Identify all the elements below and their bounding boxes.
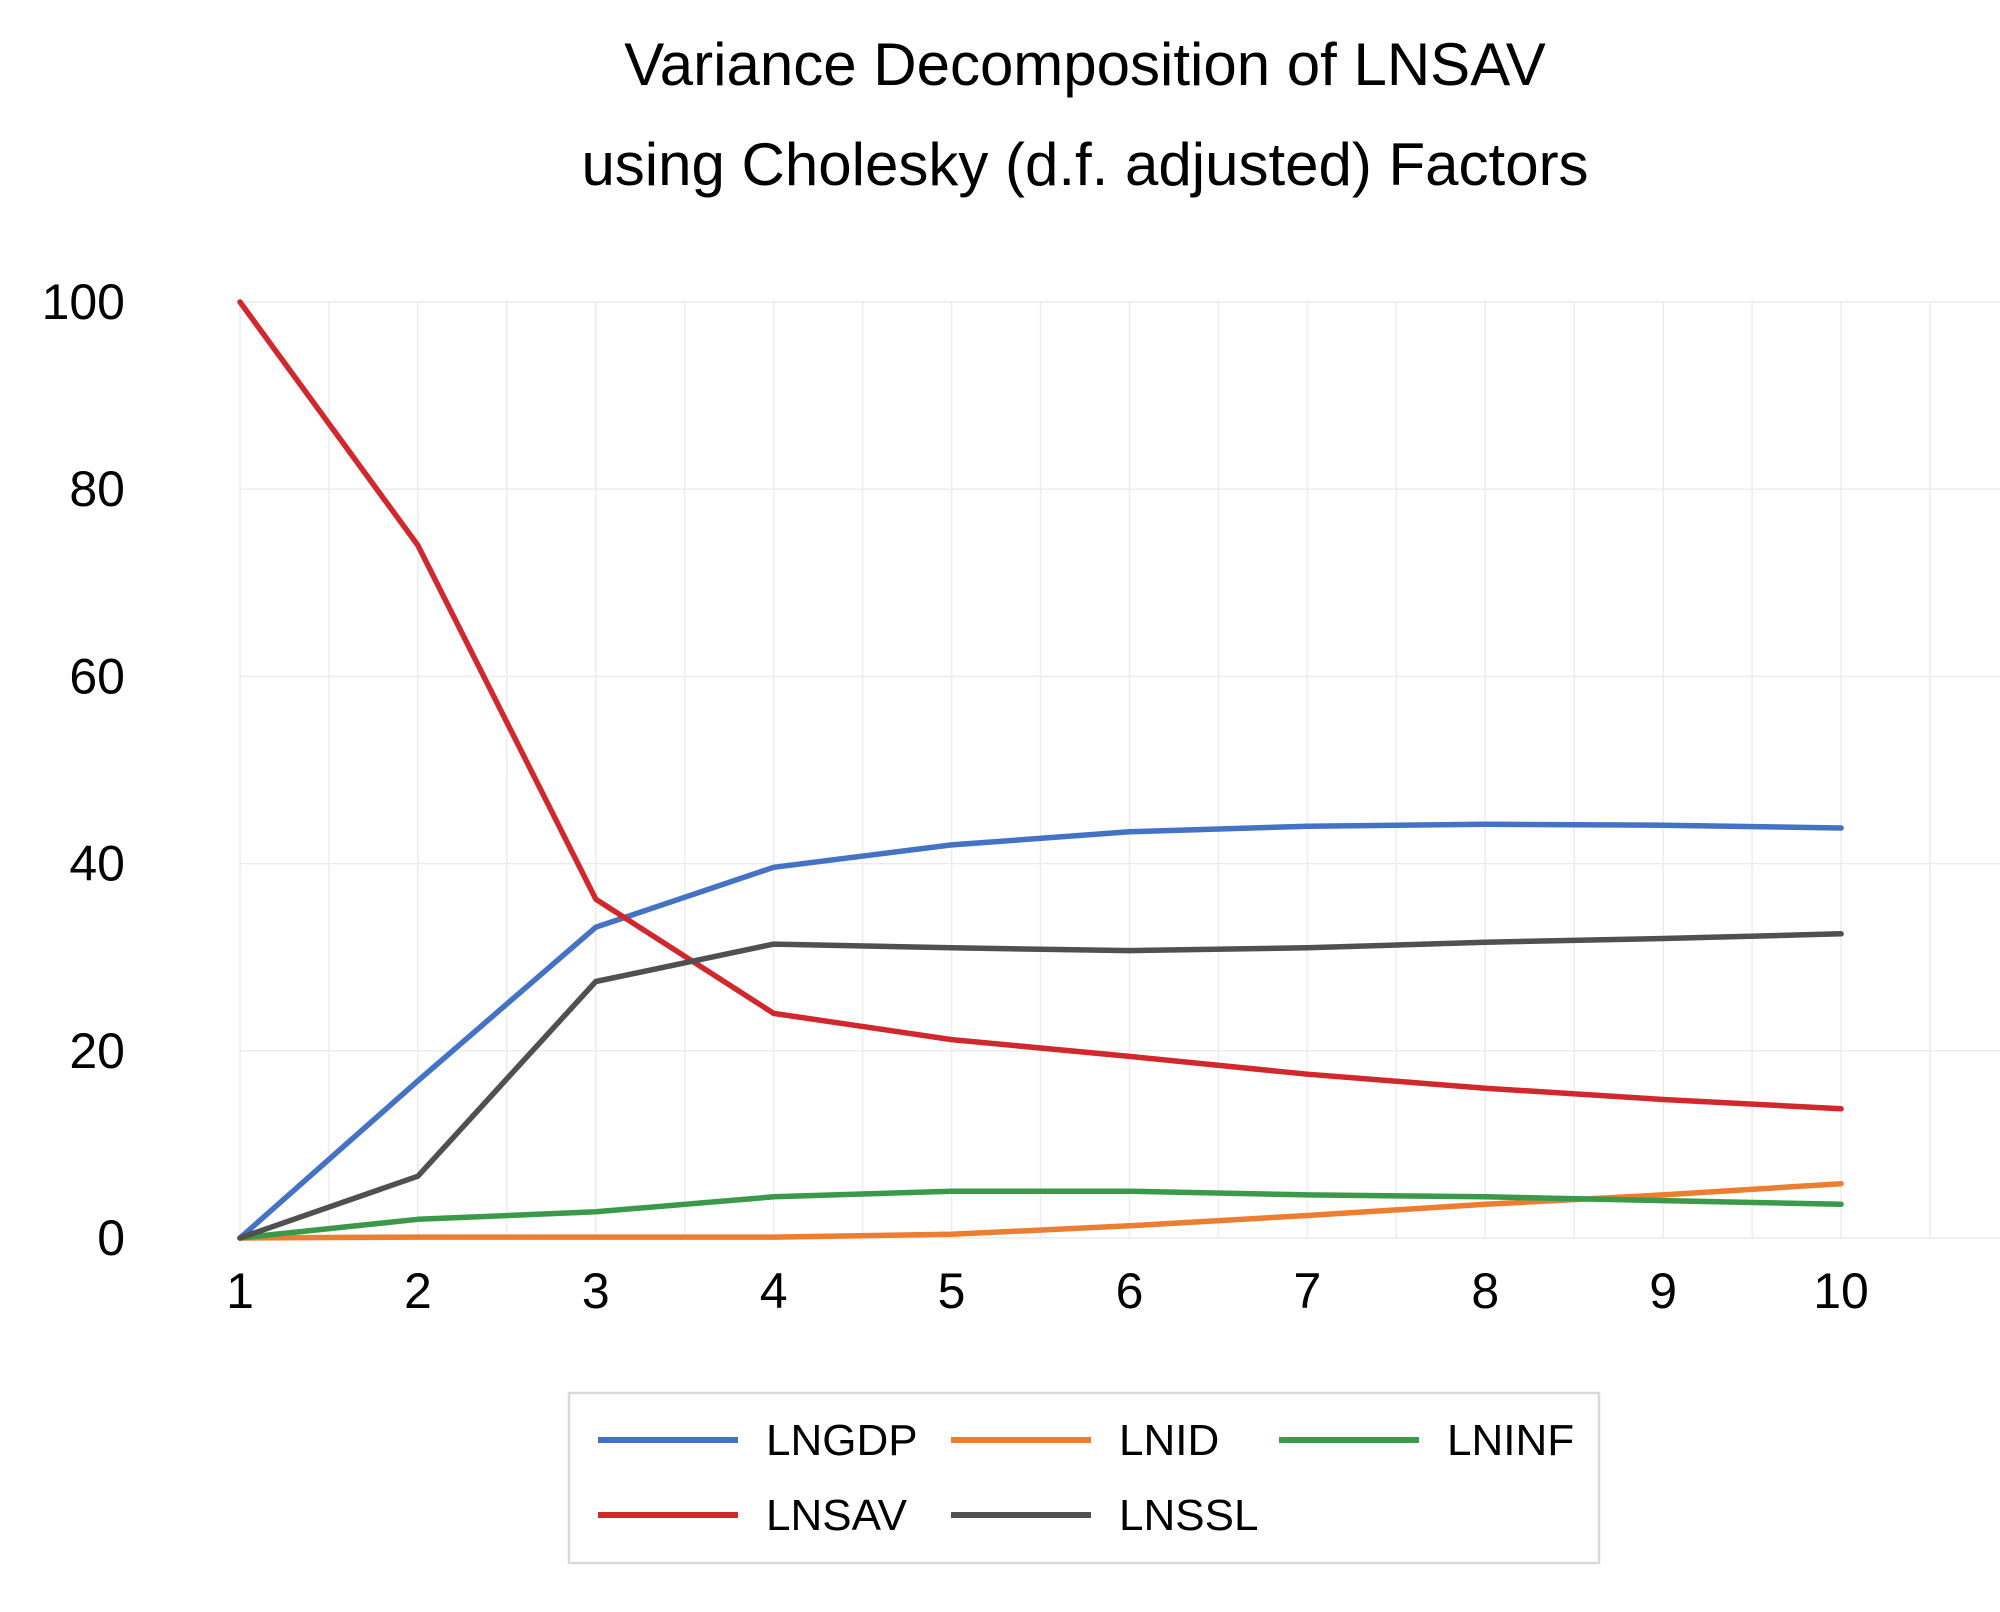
x-tick-label: 5: [938, 1263, 966, 1319]
legend-label-lnid: LNID: [1119, 1416, 1219, 1465]
plot-area: 0 20 40 60 80 100 1 2 3 4 5 6 7 8 9 10: [42, 274, 2000, 1319]
legend-label-lnssl: LNSSL: [1119, 1491, 1258, 1540]
legend-label-lninf: LNINF: [1447, 1416, 1574, 1465]
x-tick-label: 6: [1116, 1263, 1144, 1319]
x-tick-label: 9: [1649, 1263, 1677, 1319]
y-tick-label: 20: [69, 1023, 125, 1079]
legend-box: [567, 1391, 1601, 1565]
x-tick-label: 1: [226, 1263, 254, 1319]
legend-items: LNGDP LNID LNINF LNSAV LNSSL: [598, 1416, 1574, 1540]
legend-label-lngdp: LNGDP: [766, 1416, 918, 1465]
x-tick-label: 4: [760, 1263, 788, 1319]
x-tick-label: 2: [404, 1263, 432, 1319]
y-tick-label: 60: [69, 648, 125, 704]
x-axis-tick-labels: 1 2 3 4 5 6 7 8 9 10: [226, 1263, 1869, 1319]
chart-title-line-2: using Cholesky (d.f. adjusted) Factors: [581, 131, 1588, 198]
chart-title-line-1: Variance Decomposition of LNSAV: [624, 31, 1546, 98]
legend-label-lnsav: LNSAV: [766, 1491, 908, 1540]
y-tick-label: 40: [69, 836, 125, 892]
x-tick-label: 10: [1813, 1263, 1869, 1319]
series-line-lninf: [237, 1188, 1844, 1241]
series-lines: [237, 299, 1844, 1241]
y-axis-tick-labels: 0 20 40 60 80 100: [42, 274, 125, 1266]
y-tick-label: 80: [69, 461, 125, 517]
x-tick-label: 3: [582, 1263, 610, 1319]
series-line-lnssl: [237, 931, 1844, 1241]
series-line-lnsav: [237, 299, 1844, 1112]
series-line-lngdp: [237, 821, 1844, 1241]
y-tick-label: 0: [97, 1210, 125, 1266]
gridlines: [239, 301, 2000, 1239]
y-tick-label: 100: [42, 274, 125, 330]
x-tick-label: 7: [1293, 1263, 1321, 1319]
x-tick-label: 8: [1471, 1263, 1499, 1319]
legend: LNGDP LNID LNINF LNSAV LNSSL: [567, 1391, 1601, 1565]
